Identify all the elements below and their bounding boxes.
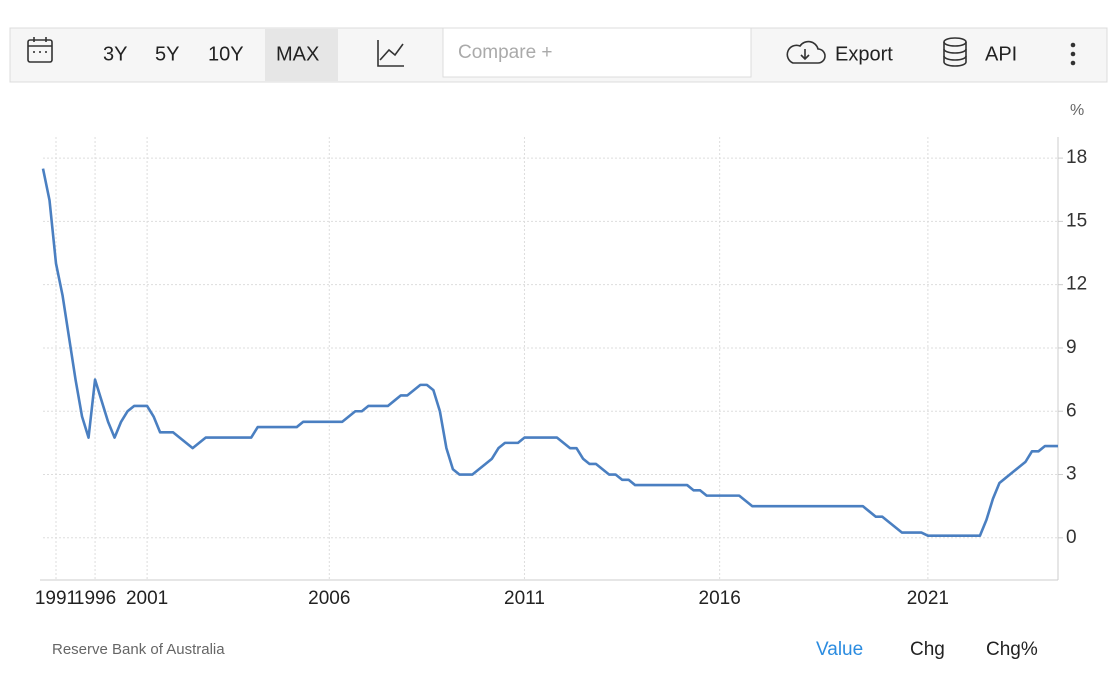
x-tick-label: 2001 <box>126 588 168 609</box>
x-tick-label: 2006 <box>308 588 350 609</box>
x-tick-label: 1996 <box>74 588 116 609</box>
y-tick-label: 18 <box>1066 147 1087 168</box>
y-tick-label: 6 <box>1066 400 1077 421</box>
selected-range-bg <box>265 29 338 81</box>
y-unit: % <box>1070 102 1084 119</box>
export-icon[interactable] <box>786 40 826 64</box>
compare-placeholder: Compare + <box>458 42 553 63</box>
x-tick-label: 2021 <box>907 588 949 609</box>
more-menu[interactable] <box>1070 42 1076 66</box>
x-tick-label: 2011 <box>504 588 545 609</box>
range-button[interactable]: 10Y <box>208 43 244 65</box>
tab[interactable]: Value <box>816 639 863 660</box>
y-tick-label: 3 <box>1066 464 1077 485</box>
x-tick-label: 1991 <box>35 588 77 609</box>
x-tick-label: 2016 <box>699 588 741 609</box>
range-button[interactable]: 5Y <box>155 43 179 65</box>
range-button[interactable]: MAX <box>276 43 319 65</box>
tab[interactable]: Chg% <box>986 639 1038 660</box>
data-line <box>41 168 1058 537</box>
y-tick-label: 9 <box>1066 337 1077 358</box>
source: Reserve Bank of Australia <box>52 641 225 658</box>
y-tick-label: 0 <box>1066 527 1077 548</box>
api-button[interactable]: API <box>985 43 1017 65</box>
y-tick-label: 12 <box>1066 274 1087 295</box>
export-button[interactable]: Export <box>835 43 893 65</box>
tab[interactable]: Chg <box>910 639 945 660</box>
api-icon[interactable] <box>943 37 967 67</box>
calendar-icon[interactable] <box>27 37 53 63</box>
chart-type-icon[interactable] <box>377 40 404 67</box>
range-button[interactable]: 3Y <box>103 43 127 65</box>
y-tick-label: 15 <box>1066 210 1087 231</box>
compare-input[interactable] <box>442 27 752 78</box>
